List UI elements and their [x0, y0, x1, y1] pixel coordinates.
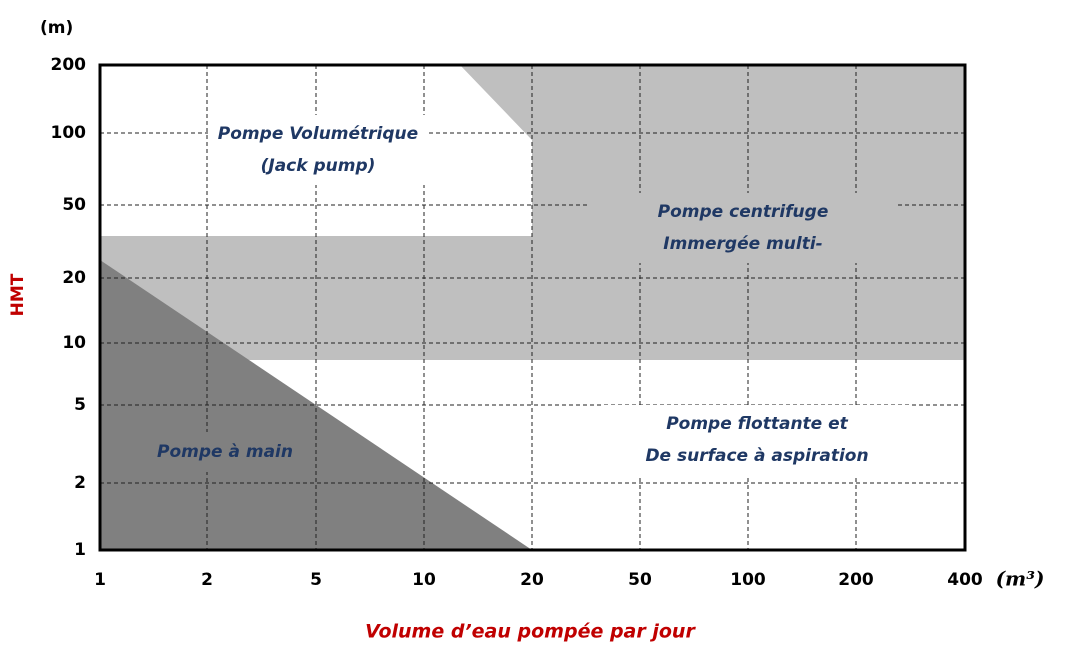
x-tick-label: 50: [628, 570, 652, 590]
x-tick-label: 100: [730, 570, 766, 590]
y-tick-label: 2: [74, 473, 86, 493]
region-label-background: [602, 405, 912, 475]
x-axis-label: Volume d’eau pompée par jour: [365, 621, 696, 643]
y-axis-label: HMT: [8, 273, 28, 316]
region-label: Immergée multi-: [663, 234, 822, 254]
x-tick-label: 10: [412, 570, 436, 590]
region-label: Pompe Volumétrique: [218, 124, 418, 144]
y-tick-label: 5: [74, 395, 86, 415]
y-tick-label: 100: [51, 123, 87, 143]
y-tick-label: 10: [62, 333, 86, 353]
region-label-background: [140, 432, 310, 472]
plot-border: [98, 63, 967, 552]
x-unit: (m³): [996, 567, 1045, 591]
x-tick-label: 200: [838, 570, 874, 590]
region-label-background: [208, 115, 428, 185]
x-tick-label: 400: [947, 570, 983, 590]
x-tick-label: 20: [520, 570, 544, 590]
region-label: Pompe à main: [157, 442, 293, 462]
x-tick-label: 2: [201, 570, 213, 590]
y-tick-label: 20: [62, 268, 86, 288]
region-label: Pompe flottante et: [666, 414, 848, 434]
y-tick-label: 1: [74, 540, 86, 560]
x-tick-label: 5: [310, 570, 322, 590]
y-unit: (m): [40, 18, 73, 38]
y-tick-label: 50: [62, 195, 86, 215]
region-label: De surface à aspiration: [645, 446, 868, 466]
region-label: (Jack pump): [261, 156, 376, 176]
region-label-background: [588, 193, 898, 263]
x-tick-label: 1: [94, 570, 106, 590]
y-tick-label: 200: [51, 55, 87, 75]
region-label: Pompe centrifuge: [658, 202, 829, 222]
